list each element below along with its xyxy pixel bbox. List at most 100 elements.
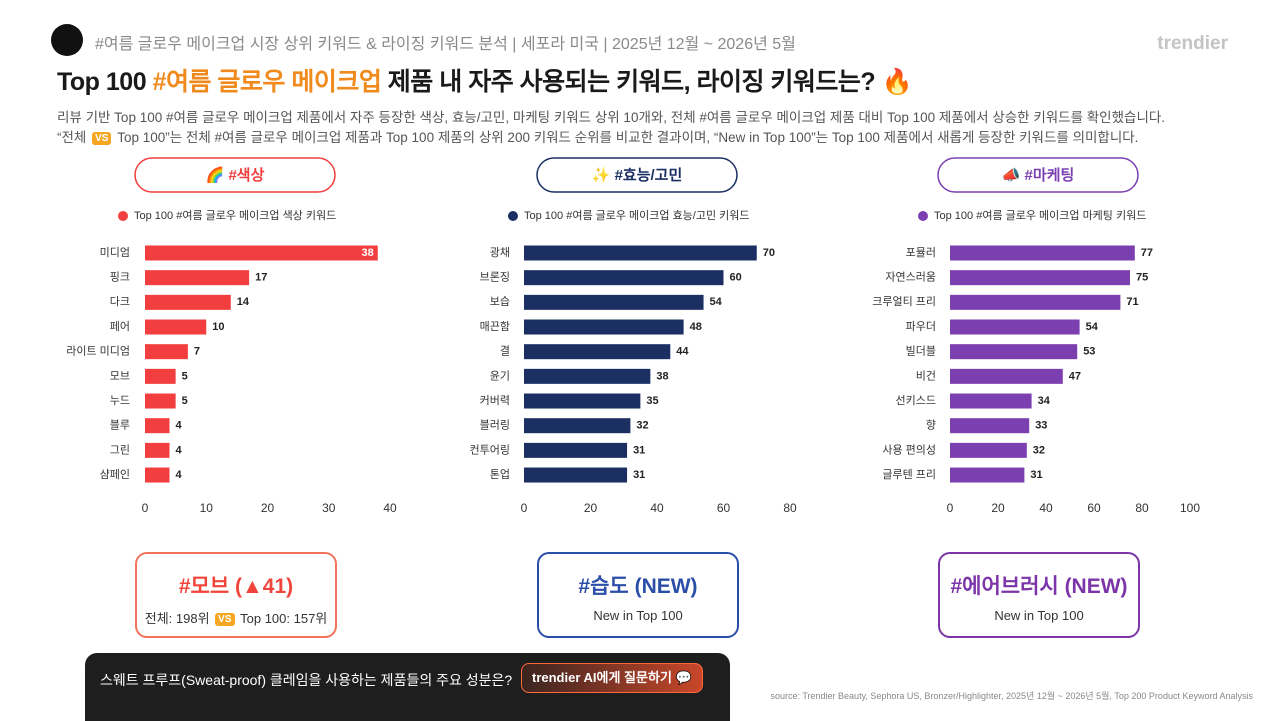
subtitle: #여름 글로우 메이크업 시장 상위 키워드 & 라이징 키워드 분석 | 세포… (95, 36, 796, 53)
card-subtitle: 전체: 198위 VS Top 100: 157위 (137, 608, 335, 627)
value-label: 38 (362, 247, 374, 259)
value-label: 5 (182, 370, 188, 382)
value-label: 38 (656, 370, 668, 382)
x-tick-label: 0 (947, 501, 954, 515)
value-label: 31 (633, 469, 645, 481)
logo (51, 24, 83, 56)
y-tick-label: 커버력 (480, 394, 510, 407)
description: “전체 VS Top 100”는 전체 #여름 글로우 메이크업 제품과 Top… (57, 126, 1138, 146)
vs-badge: VS (215, 613, 235, 626)
bar (145, 270, 250, 286)
y-tick-label: 광채 (490, 246, 510, 259)
y-tick-label: 빌더블 (906, 345, 936, 358)
x-tick-label: 20 (991, 501, 1005, 515)
y-tick-label: 크루얼티 프리 (872, 294, 936, 308)
value-label: 70 (763, 247, 775, 259)
legend-label: Top 100 #여름 글로우 메이크업 색상 키워드 (134, 209, 336, 222)
y-tick-label: 사용 편의성 (882, 443, 936, 456)
bar (524, 319, 684, 335)
bar (950, 393, 1032, 409)
card-subtitle: New in Top 100 (994, 608, 1084, 623)
description: 리뷰 기반 Top 100 #여름 글로우 메이크업 제품에서 자주 등장한 색… (57, 110, 1166, 125)
text: Top 100: 157위 (240, 611, 328, 626)
value-label: 4 (176, 469, 183, 481)
legend-swatch (918, 211, 928, 221)
y-tick-label: 다크 (110, 295, 130, 308)
value-label: 47 (1069, 370, 1081, 382)
y-tick-label: 파우더 (906, 320, 936, 333)
bar (524, 245, 757, 261)
legend-label: Top 100 #여름 글로우 메이크업 마케팅 키워드 (934, 209, 1146, 222)
value-label: 75 (1136, 272, 1148, 284)
x-tick-label: 80 (1135, 501, 1149, 515)
title-highlight: #여름 글로우 메이크업 (152, 68, 382, 96)
card: #에어브러시 (NEW) New in Top 100 (938, 552, 1140, 638)
value-label: 4 (176, 420, 183, 432)
bar (950, 418, 1030, 434)
x-tick-label: 40 (383, 501, 397, 515)
bar (145, 393, 176, 409)
bar (950, 245, 1135, 261)
bar (524, 393, 641, 409)
x-tick-label: 20 (584, 501, 598, 515)
y-tick-label: 톤업 (490, 468, 510, 481)
ask-button[interactable]: trendier AI에게 질문하기 💬 (521, 663, 703, 693)
bar (950, 319, 1080, 335)
bar (145, 319, 207, 335)
y-tick-label: 핑크 (110, 271, 130, 284)
bar (950, 442, 1027, 458)
value-label: 4 (176, 444, 183, 456)
y-tick-label: 미디엄 (100, 246, 130, 259)
x-tick-label: 0 (521, 501, 528, 515)
legend-swatch (508, 211, 518, 221)
text: “전체 (57, 130, 91, 145)
y-tick-label: 보습 (490, 295, 510, 308)
y-tick-label: 글루텐 프리 (882, 468, 936, 481)
x-tick-label: 40 (1039, 501, 1053, 515)
text: Top 100”는 전체 #여름 글로우 메이크업 제품과 Top 100 제품… (113, 130, 1139, 145)
brand: trendier (1157, 33, 1228, 54)
value-label: 44 (676, 346, 689, 358)
y-tick-label: 자연스러움 (885, 271, 936, 284)
x-tick-label: 40 (650, 501, 664, 515)
value-label: 31 (633, 444, 645, 456)
title-part: Top 100 (57, 68, 153, 96)
y-tick-label: 누드 (110, 394, 130, 407)
value-label: 48 (690, 321, 702, 333)
value-label: 17 (255, 272, 267, 284)
chart-title: 🌈 #색상 (206, 165, 265, 184)
bar (145, 467, 170, 483)
bar (950, 467, 1025, 483)
card-title: #모브 (▲41) (178, 575, 294, 598)
header-pill (536, 157, 738, 193)
y-tick-label: 컨투어링 (470, 443, 510, 456)
bar (145, 418, 170, 434)
bar (524, 270, 724, 286)
y-tick-label: 비건 (916, 369, 936, 382)
y-tick-label: 윤기 (490, 369, 510, 382)
y-tick-label: 블러링 (480, 419, 510, 432)
card-subtitle: New in Top 100 (593, 608, 683, 623)
y-tick-label: 페어 (110, 320, 130, 333)
x-tick-label: 10 (200, 501, 214, 515)
card: #습도 (NEW) New in Top 100 (537, 552, 739, 638)
value-label: 34 (1038, 395, 1051, 407)
title: Top 100 #여름 글로우 메이크업 제품 내 자주 사용되는 키워드, 라… (57, 62, 913, 98)
bar (524, 294, 704, 310)
x-tick-label: 20 (261, 501, 275, 515)
card: #모브 (▲41) 전체: 198위 VS Top 100: 157위 (135, 552, 337, 638)
bar (145, 442, 170, 458)
value-label: 7 (194, 346, 200, 358)
x-tick-label: 60 (1087, 501, 1101, 515)
value-label: 14 (237, 296, 250, 308)
y-tick-label: 라이트 미디엄 (66, 345, 130, 358)
legend-label: Top 100 #여름 글로우 메이크업 효능/고민 키워드 (524, 209, 750, 222)
x-tick-label: 0 (142, 501, 149, 515)
legend-swatch (118, 211, 128, 221)
chart-title: ✨ #효능/고민 (592, 166, 683, 184)
value-label: 71 (1126, 296, 1138, 308)
y-tick-label: 결 (500, 345, 510, 358)
x-tick-label: 80 (783, 501, 797, 515)
